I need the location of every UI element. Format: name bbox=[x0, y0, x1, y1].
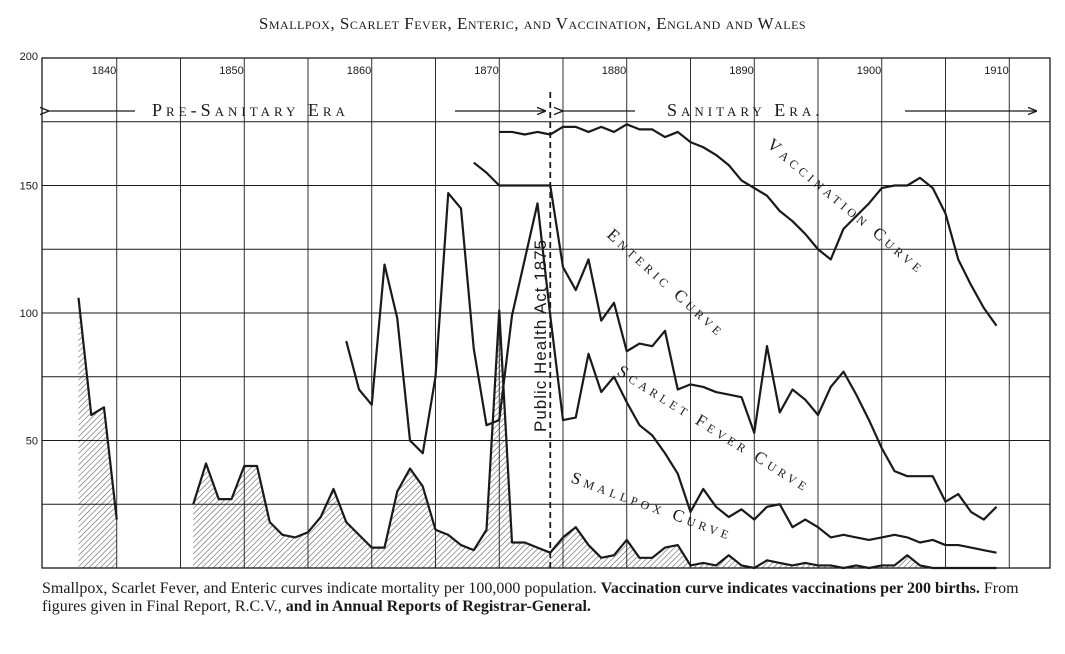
sanitary-era-label: Sanitary Era. bbox=[667, 100, 824, 120]
enteric-curve-line bbox=[473, 161, 998, 521]
y-tick-label: 150 bbox=[20, 181, 38, 193]
caption-part-3: From figures given in Final Report, R.C.… bbox=[42, 580, 1019, 615]
x-tick-label: 1870 bbox=[474, 65, 498, 77]
caption-part-2: Vaccination curve indicates vaccinations… bbox=[600, 580, 984, 597]
pre-sanitary-era-label: Pre-Sanitary Era bbox=[152, 100, 349, 120]
x-tick-label: 1880 bbox=[602, 65, 626, 77]
vaccination-curve-line bbox=[499, 123, 998, 327]
x-tick-label: 1890 bbox=[729, 65, 753, 77]
chart-caption: Smallpox, Scarlet Fever, and Enteric cur… bbox=[42, 580, 1052, 616]
x-axis-ticks: 1840 1850 1860 1870 1880 1890 1900 1910 bbox=[92, 65, 1009, 77]
series-layer bbox=[77, 123, 998, 570]
caption-part-4: and in Annual Reports of Registrar-Gener… bbox=[285, 598, 591, 615]
y-axis-ticks: 50 100 150 200 bbox=[20, 51, 38, 448]
public-health-act-label: Public Health Act 1875 bbox=[531, 239, 550, 432]
x-tick-label: 1900 bbox=[857, 65, 881, 77]
smallpox-area bbox=[193, 310, 997, 568]
y-tick-label: 100 bbox=[20, 308, 38, 320]
vaccination-curve-label: Vaccination Curve bbox=[763, 135, 929, 279]
caption-part-1: Smallpox, Scarlet Fever, and Enteric cur… bbox=[42, 580, 601, 597]
smallpox-curve-line bbox=[192, 309, 997, 570]
x-tick-label: 1860 bbox=[347, 65, 371, 77]
y-tick-label: 50 bbox=[26, 436, 38, 448]
smallpox-shaded-area bbox=[78, 297, 997, 568]
scarlet-fever-curve-line bbox=[345, 192, 997, 554]
chart-title: Smallpox, Scarlet Fever, Enteric, and Va… bbox=[258, 14, 807, 33]
chart-svg: 50 100 150 200 1840 1850 1860 1870 1880 1890 1900… bbox=[20, 51, 1051, 570]
enteric-curve-label: Enteric Curve bbox=[603, 225, 729, 342]
x-tick-label: 1850 bbox=[219, 65, 243, 77]
chart-grid bbox=[41, 57, 1051, 569]
smallpox-curve-label: Smallpox Curve bbox=[569, 468, 736, 544]
x-tick-label: 1910 bbox=[984, 65, 1008, 77]
smallpox-curve-line bbox=[77, 297, 118, 520]
smallpox-area bbox=[78, 297, 117, 568]
x-tick-label: 1840 bbox=[92, 65, 116, 77]
y-tick-label: 200 bbox=[20, 51, 38, 63]
